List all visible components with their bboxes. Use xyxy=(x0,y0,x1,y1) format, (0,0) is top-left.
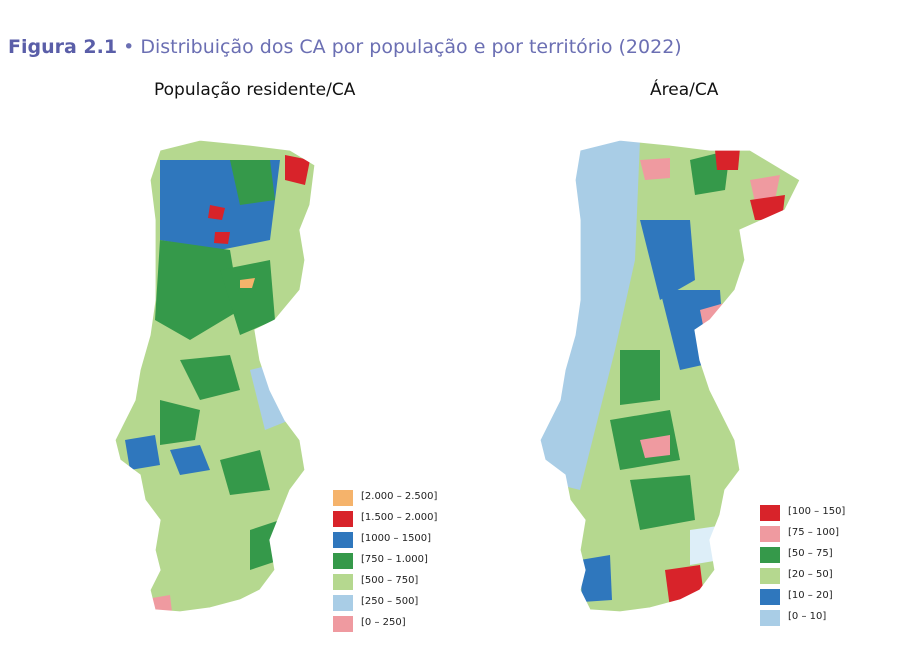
mid-green-region xyxy=(620,350,660,405)
setubal-blue-region xyxy=(170,445,210,475)
figure-caption: Distribuição dos CA por população e por … xyxy=(140,36,682,58)
east-green-region xyxy=(220,260,275,335)
legend-swatch xyxy=(333,616,353,632)
country-outline xyxy=(114,139,316,613)
legend-label: [1000 – 1500] xyxy=(361,533,432,544)
east-pink-region xyxy=(700,300,740,360)
legend-swatch xyxy=(333,532,353,548)
legend-swatch xyxy=(760,568,780,584)
bragança-red-region xyxy=(285,155,310,185)
map-area xyxy=(539,139,801,613)
legend-swatch xyxy=(333,595,353,611)
north-pink-region xyxy=(640,158,670,180)
north-blue-region xyxy=(640,220,695,300)
alentejo-green-region xyxy=(220,450,270,495)
centre-green-region xyxy=(155,240,240,340)
mid-green-region xyxy=(180,355,240,400)
legend-swatch xyxy=(333,490,353,506)
legend-area: [100 – 150] [75 – 100] [50 – 75] [20 – 5… xyxy=(760,505,870,626)
lisbon-blue-region xyxy=(125,435,160,470)
legend-swatch xyxy=(760,505,780,521)
legend-label: [50 – 75] xyxy=(788,548,833,559)
lisbon-green-region xyxy=(160,400,200,445)
legend-swatch xyxy=(333,511,353,527)
coast-light-blue-region xyxy=(540,140,640,490)
legend-label: [1.500 – 2.000] xyxy=(361,512,438,523)
figure-separator: • xyxy=(123,36,135,58)
figure-title: Figura 2.1 • Distribuição dos CA por popul… xyxy=(8,36,682,58)
legend-label: [0 – 250] xyxy=(361,617,406,628)
map-population xyxy=(114,139,316,613)
figure-number: Figura 2.1 xyxy=(8,36,118,58)
northeast-pink-region xyxy=(750,175,780,202)
map-title-area: Área/CA xyxy=(650,80,719,100)
pale-region xyxy=(690,525,725,565)
legend-label: [0 – 10] xyxy=(788,611,827,622)
legend-label: [750 – 1.000] xyxy=(361,554,428,565)
country-outline xyxy=(539,139,801,613)
legend-label: [20 – 50] xyxy=(788,569,833,580)
legend-label: [2.000 – 2.500] xyxy=(361,491,438,502)
legend-label: [500 – 750] xyxy=(361,575,419,586)
legend-label: [75 – 100] xyxy=(788,527,839,538)
legend-swatch xyxy=(760,547,780,563)
algarve-blue-region xyxy=(580,555,612,602)
bragança-red-region xyxy=(715,148,740,170)
legend-label: [10 – 20] xyxy=(788,590,833,601)
map-title-population: População residente/CA xyxy=(154,80,356,100)
legend-swatch xyxy=(760,589,780,605)
legend-population: [2.000 – 2.500] [1.500 – 2.000] [1000 – … xyxy=(333,490,453,632)
porto-red-region xyxy=(214,232,230,244)
north-green-region xyxy=(230,160,275,205)
south-green-region xyxy=(630,475,695,530)
legend-swatch xyxy=(760,526,780,542)
algarve-red-region xyxy=(665,565,705,608)
legend-label: [250 – 500] xyxy=(361,596,419,607)
legend-swatch xyxy=(333,574,353,590)
braga-red-region xyxy=(208,205,225,220)
legend-swatch xyxy=(333,553,353,569)
legend-swatch xyxy=(760,610,780,626)
legend-label: [100 – 150] xyxy=(788,506,846,517)
alentejo-pink-region xyxy=(640,435,670,458)
algarve-pink-region xyxy=(140,595,172,612)
orange-region xyxy=(240,278,255,288)
